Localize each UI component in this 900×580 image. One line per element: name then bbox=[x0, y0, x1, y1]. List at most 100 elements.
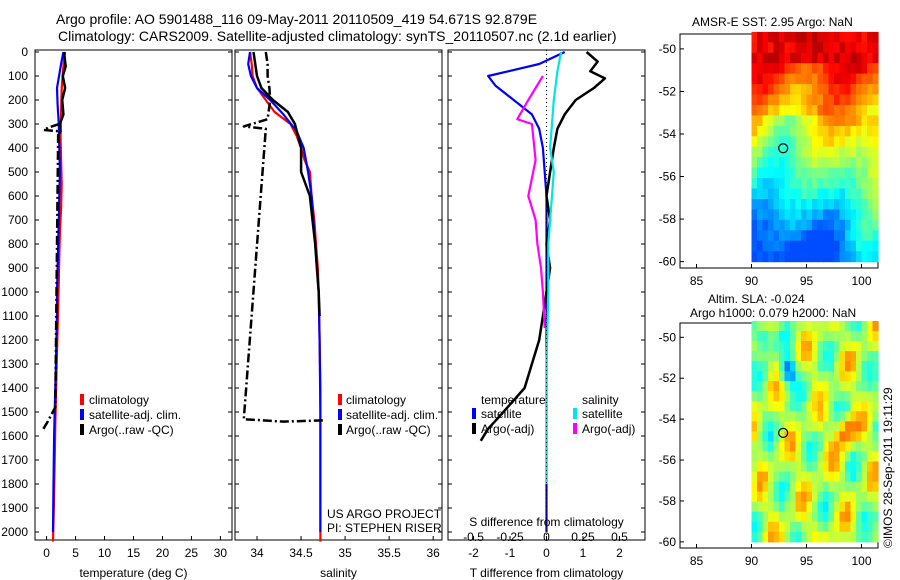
heatmap-cell bbox=[806, 94, 813, 106]
heatmap-cell bbox=[784, 84, 791, 96]
heatmap-cell bbox=[801, 230, 808, 242]
heatmap-cell bbox=[872, 401, 879, 412]
heatmap-cell bbox=[828, 411, 835, 422]
heatmap-cell bbox=[872, 381, 879, 392]
map-lat-tick-label: -54 bbox=[659, 127, 677, 141]
heatmap-cell bbox=[790, 73, 797, 85]
heatmap-cell bbox=[795, 401, 802, 412]
heatmap-cell bbox=[801, 321, 808, 332]
heatmap-cell bbox=[861, 136, 868, 148]
heatmap-cell bbox=[834, 240, 841, 252]
heatmap-cell bbox=[768, 391, 775, 402]
heatmap-cell bbox=[845, 471, 852, 483]
x-tick-label: -1 bbox=[505, 546, 516, 560]
heatmap-cell bbox=[850, 146, 857, 158]
heatmap-cell bbox=[839, 421, 846, 432]
heatmap-cell bbox=[768, 105, 775, 116]
heatmap-cell bbox=[850, 531, 857, 543]
heatmap-cell bbox=[817, 52, 824, 64]
heatmap-cell bbox=[751, 431, 758, 442]
map-lon-tick-label: 85 bbox=[690, 274, 704, 288]
heatmap-cell bbox=[839, 63, 846, 75]
heatmap-cell bbox=[812, 136, 819, 148]
heatmap-cell bbox=[806, 521, 813, 533]
heatmap-cell bbox=[762, 531, 769, 543]
heatmap-cell bbox=[795, 42, 802, 54]
heatmap-cell bbox=[856, 73, 863, 85]
heatmap-cell bbox=[867, 521, 874, 533]
heatmap-cell bbox=[795, 331, 802, 342]
heatmap-cell bbox=[790, 94, 797, 106]
heatmap-cell bbox=[845, 115, 852, 127]
heatmap-cell bbox=[850, 52, 857, 64]
heatmap-cell bbox=[762, 94, 769, 106]
heatmap-cell bbox=[751, 63, 758, 75]
heatmap-cell bbox=[779, 521, 786, 533]
heatmap-cell bbox=[839, 511, 846, 523]
heatmap-cell bbox=[856, 105, 863, 116]
heatmap-cell bbox=[768, 63, 775, 75]
heatmap-cell bbox=[779, 381, 786, 392]
heatmap-cell bbox=[850, 371, 857, 382]
heatmap-cell bbox=[867, 421, 874, 432]
heatmap-cell bbox=[779, 52, 786, 64]
map-lon-tick-label: 90 bbox=[745, 554, 759, 568]
heatmap-cell bbox=[839, 84, 846, 96]
profile-panel-frame-2 bbox=[234, 49, 443, 541]
heatmap-cell bbox=[762, 105, 769, 116]
heatmap-cell bbox=[845, 73, 852, 85]
heatmap-cell bbox=[856, 146, 863, 158]
heatmap-cell bbox=[845, 105, 852, 116]
heatmap-cell bbox=[757, 167, 764, 179]
heatmap-cell bbox=[834, 531, 841, 543]
heatmap-cell bbox=[839, 52, 846, 64]
heatmap-cell bbox=[856, 251, 863, 263]
heatmap-cell bbox=[773, 73, 780, 85]
heatmap-cell bbox=[795, 351, 802, 362]
heatmap-cell bbox=[779, 73, 786, 85]
heatmap-cell bbox=[795, 531, 802, 543]
heatmap-cell bbox=[790, 31, 797, 43]
heatmap-cell bbox=[817, 331, 824, 342]
heatmap-cell bbox=[845, 240, 852, 252]
heatmap-cell bbox=[850, 431, 857, 442]
heatmap-cell bbox=[812, 491, 819, 503]
heatmap-cell bbox=[812, 411, 819, 422]
heatmap-cell bbox=[751, 73, 758, 85]
heatmap-cell bbox=[795, 31, 802, 43]
heatmap-cell bbox=[867, 531, 874, 543]
heatmap-cell bbox=[757, 240, 764, 252]
heatmap-cell bbox=[757, 136, 764, 148]
heatmap-cell bbox=[872, 251, 879, 263]
heatmap-cell bbox=[828, 52, 835, 64]
heatmap-cell bbox=[779, 451, 786, 463]
heatmap-cell bbox=[850, 361, 857, 372]
heatmap-cell bbox=[762, 157, 769, 169]
heatmap-cell bbox=[762, 341, 769, 352]
heatmap-cell bbox=[779, 105, 786, 116]
heatmap-cell bbox=[856, 431, 863, 442]
heatmap-cell bbox=[845, 52, 852, 64]
heatmap-cell bbox=[795, 94, 802, 106]
heatmap-cell bbox=[867, 471, 874, 483]
heatmap-cell bbox=[823, 451, 830, 463]
heatmap-cell bbox=[861, 199, 868, 210]
heatmap-cell bbox=[839, 341, 846, 352]
map-lon-tick-label: 90 bbox=[745, 274, 759, 288]
heatmap-cell bbox=[834, 105, 841, 116]
heatmap-cell bbox=[828, 63, 835, 75]
heatmap-cell bbox=[773, 491, 780, 503]
heatmap-cell bbox=[850, 411, 857, 422]
heatmap-cell bbox=[823, 411, 830, 422]
heatmap-cell bbox=[762, 421, 769, 432]
heatmap-cell bbox=[823, 230, 830, 242]
heatmap-cell bbox=[762, 219, 769, 231]
heatmap-cell bbox=[784, 115, 791, 127]
heatmap-cell bbox=[806, 531, 813, 543]
heatmap-cell bbox=[779, 63, 786, 75]
heatmap-cell bbox=[757, 199, 764, 210]
heatmap-cell bbox=[762, 188, 769, 200]
heatmap-cell bbox=[867, 401, 874, 412]
heatmap-cell bbox=[828, 167, 835, 179]
imos-timestamp: ©IMOS 28-Sep-2011 19:11:29 bbox=[881, 387, 895, 549]
